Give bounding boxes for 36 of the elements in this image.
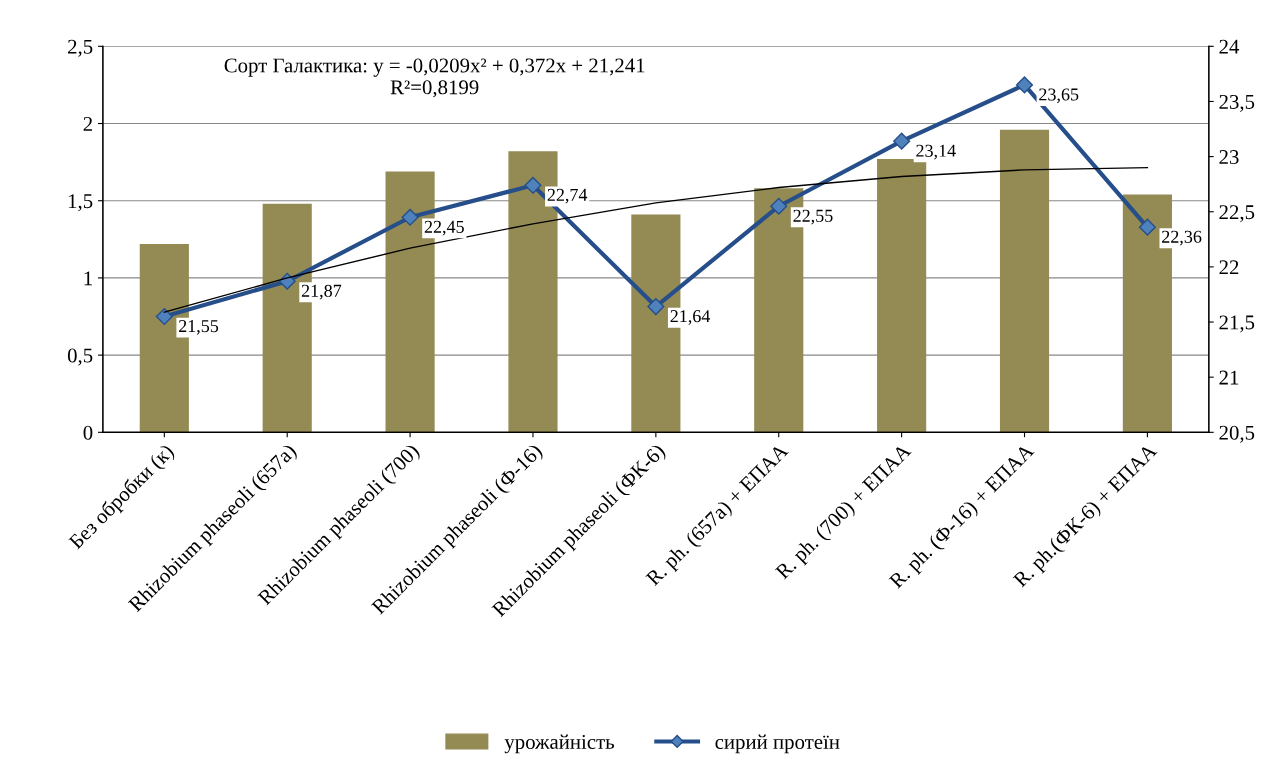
- point: [893, 132, 911, 150]
- data-label: 21,64: [670, 310, 711, 325]
- y2-tick-label: 21,5: [1219, 315, 1255, 333]
- y-tick-label: 0: [83, 425, 93, 440]
- y-tick-label: 0,5: [67, 348, 93, 366]
- data-label: 22,55: [793, 209, 833, 225]
- point: [770, 197, 788, 215]
- data-label: 22,45: [424, 220, 464, 236]
- point: [155, 307, 173, 326]
- bar: [877, 159, 927, 433]
- data-label: 21,55: [179, 320, 219, 335]
- y-tick-label: 1,5: [68, 194, 93, 212]
- y2-tick-label: 22,5: [1219, 205, 1255, 223]
- y-tick-label: 2: [83, 116, 93, 131]
- point: [647, 298, 665, 316]
- data-label: 22,36: [1162, 230, 1202, 246]
- y2-tick-label: 20,5: [1219, 425, 1255, 443]
- bar: [999, 129, 1050, 433]
- annotation: Сорт Галактика: y = -0,0209x² + 0,372x + 21,241 R²=0,8199: [224, 58, 645, 98]
- y2-tick-label: 22: [1219, 260, 1239, 275]
- y-tick-label: 1: [84, 271, 92, 286]
- data-label: 21,87: [301, 284, 342, 300]
- y2-tick-label: 24: [1219, 39, 1240, 54]
- y2-tick-label: 23: [1219, 150, 1239, 165]
- data-label: 23,14: [916, 144, 956, 160]
- point: [524, 176, 542, 194]
- point: [401, 208, 419, 226]
- y-tick-label: 2,5: [68, 39, 93, 57]
- point: [1015, 76, 1034, 94]
- legend-label: сирий протеїн: [715, 734, 840, 754]
- point: [1138, 218, 1156, 236]
- y2-tick-label: 23,5: [1219, 94, 1255, 112]
- y2-tick-label: 21: [1219, 370, 1239, 385]
- data-label: 22,74: [547, 188, 588, 204]
- legend-label: урожайність: [504, 734, 615, 754]
- data-label: 23,65: [1039, 88, 1079, 104]
